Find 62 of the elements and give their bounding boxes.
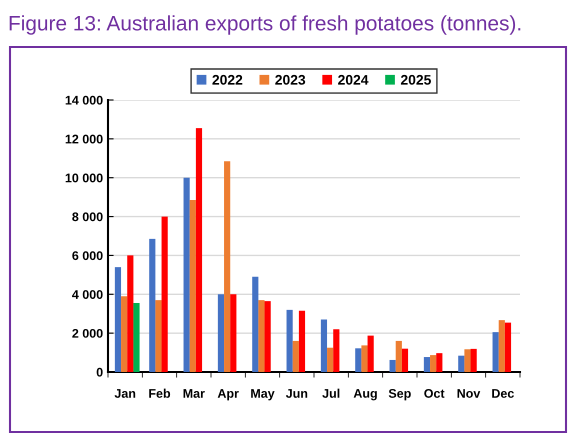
y-tick-label: 0 — [96, 368, 103, 377]
legend-label: 2022 — [212, 74, 242, 85]
bar — [492, 332, 499, 372]
x-tick-label: May — [251, 389, 275, 400]
bar — [149, 238, 156, 372]
bar — [155, 300, 162, 372]
bar — [464, 349, 471, 372]
x-tick-label: Jun — [286, 389, 308, 398]
bar — [286, 310, 293, 372]
bar — [320, 320, 328, 372]
bar — [127, 255, 134, 372]
bar — [190, 200, 196, 372]
bar — [458, 356, 464, 372]
bar — [292, 340, 299, 372]
bar — [390, 360, 396, 372]
bar — [224, 161, 230, 372]
y-tick-label: 10 000 — [66, 174, 103, 182]
bar — [230, 294, 236, 372]
bar — [430, 355, 436, 372]
legend-label: 2023 — [275, 74, 306, 85]
legend-label: 2025 — [400, 74, 431, 85]
legend-label: 2024 — [338, 74, 368, 85]
bar — [121, 296, 128, 372]
bar — [424, 357, 430, 372]
bar — [504, 322, 512, 372]
x-tick-label: Nov — [458, 389, 480, 398]
bar — [162, 216, 168, 372]
bar — [361, 345, 368, 372]
bar — [258, 300, 265, 372]
bar — [298, 310, 306, 372]
bar — [114, 267, 122, 372]
x-tick-label: Oct — [424, 388, 444, 398]
bar — [470, 348, 477, 372]
y-tick-label: 4 000 — [72, 290, 103, 299]
bar — [368, 336, 374, 372]
y-tick-label: 2 000 — [72, 328, 103, 338]
y-tick-label: 6 000 — [72, 251, 103, 260]
chart-title: Figure 13: Australian exports of fresh potatoes (tonnes). — [10, 15, 520, 35]
x-tick-label: Sep — [388, 388, 411, 400]
x-tick-label: Jan — [114, 389, 136, 398]
bar — [396, 340, 402, 372]
bar — [498, 320, 505, 372]
bar — [218, 294, 224, 372]
bar — [264, 301, 271, 372]
bar — [196, 128, 202, 372]
bar — [436, 353, 442, 372]
x-tick-label: Aug — [354, 389, 377, 400]
y-tick-label: 8 000 — [72, 212, 103, 222]
x-tick-label: Feb — [149, 388, 170, 398]
bar — [402, 348, 408, 372]
bar — [355, 348, 362, 372]
x-tick-label: Dec — [492, 389, 514, 398]
x-tick-label: Mar — [184, 389, 205, 398]
y-tick-label: 12 000 — [66, 134, 103, 144]
bar — [133, 303, 140, 372]
bar — [184, 178, 190, 372]
x-tick-label: Apr — [218, 389, 239, 400]
bar — [327, 348, 334, 372]
y-tick-label: 14 000 — [66, 96, 103, 105]
x-tick-label: Jul — [322, 388, 340, 398]
bar — [252, 276, 258, 372]
bar — [333, 329, 340, 372]
